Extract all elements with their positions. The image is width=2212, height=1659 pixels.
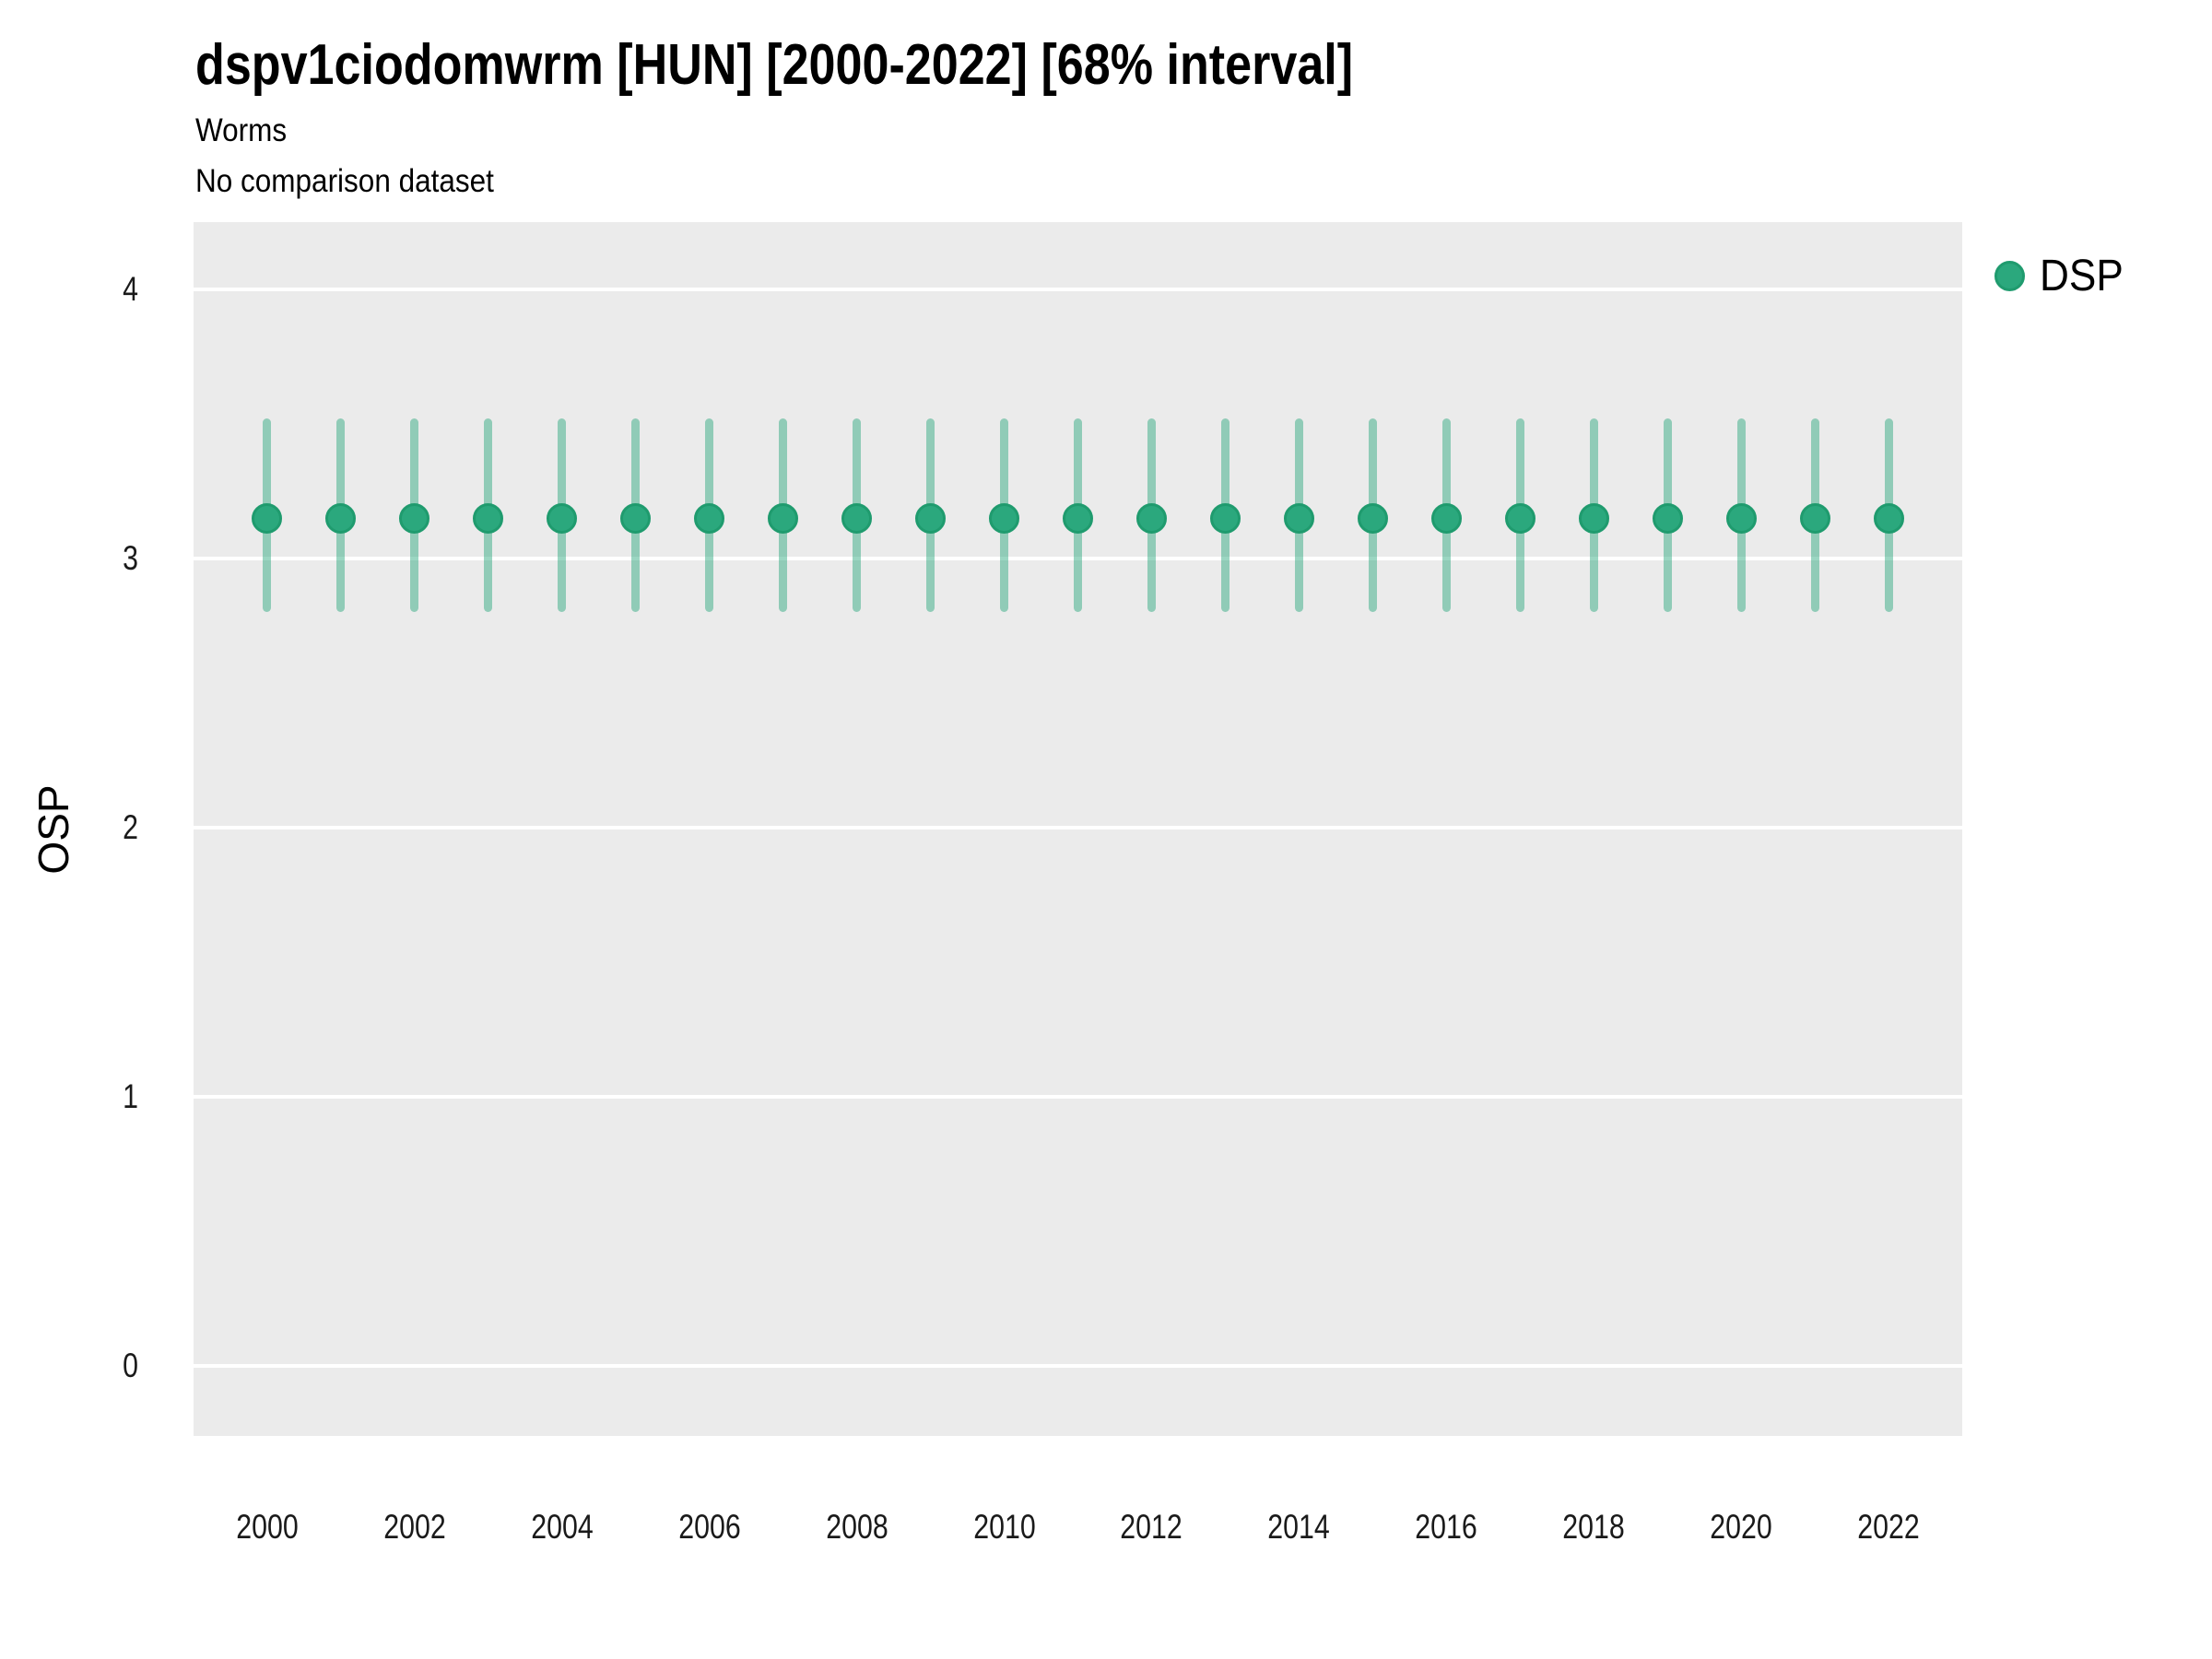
gridline-y-0 <box>194 1364 1962 1369</box>
data-point-2009 <box>915 502 947 534</box>
data-point-2011 <box>1063 502 1093 534</box>
legend-point-icon <box>1994 260 2025 291</box>
legend: DSP <box>1994 252 2131 300</box>
data-point-2019 <box>1652 502 1683 534</box>
data-point-2008 <box>841 502 873 534</box>
x-tick-label-2008: 2008 <box>825 1508 888 1546</box>
gridline-y-3 <box>194 557 1962 561</box>
x-tick-label-2010: 2010 <box>972 1508 1036 1546</box>
data-point-2021 <box>1799 502 1830 534</box>
data-point-2005 <box>620 502 652 534</box>
x-tick-label-2000: 2000 <box>236 1508 299 1546</box>
data-point-2003 <box>473 502 504 534</box>
data-point-2018 <box>1578 502 1609 534</box>
data-point-2015 <box>1357 502 1388 534</box>
data-point-2000 <box>252 502 283 534</box>
data-point-2020 <box>1725 502 1757 534</box>
y-tick-label-3: 3 <box>123 539 138 578</box>
x-tick-label-2020: 2020 <box>1710 1508 1772 1546</box>
data-point-2016 <box>1430 502 1462 534</box>
chart-title: dspv1ciodomwrm [HUN] [2000-2022] [68% in… <box>195 33 1354 97</box>
x-tick-label-2002: 2002 <box>383 1508 446 1546</box>
gridline-y-1 <box>194 1095 1962 1100</box>
y-tick-label-1: 1 <box>123 1077 138 1116</box>
chart-subtitle: Worms <box>195 112 288 148</box>
y-tick-label-4: 4 <box>123 270 138 308</box>
x-tick-label-2004: 2004 <box>531 1508 594 1546</box>
data-point-2001 <box>325 502 357 534</box>
y-tick-label-0: 0 <box>123 1347 138 1385</box>
data-point-2013 <box>1209 502 1241 534</box>
plot-panel <box>194 222 1962 1436</box>
data-point-2017 <box>1504 502 1535 534</box>
data-point-2004 <box>547 502 578 534</box>
x-tick-label-2022: 2022 <box>1857 1508 1920 1546</box>
legend-label: DSP <box>2040 251 2124 300</box>
x-tick-label-2016: 2016 <box>1415 1508 1478 1546</box>
data-point-2014 <box>1283 502 1314 534</box>
x-tick-label-2018: 2018 <box>1562 1508 1625 1546</box>
x-tick-label-2014: 2014 <box>1267 1508 1331 1546</box>
x-tick-label-2006: 2006 <box>677 1508 741 1546</box>
data-point-2002 <box>399 502 430 534</box>
data-point-2007 <box>768 502 799 534</box>
data-point-2010 <box>989 502 1020 534</box>
data-point-2012 <box>1135 502 1167 534</box>
data-point-2006 <box>694 502 725 534</box>
gridline-y-2 <box>194 826 1962 830</box>
x-tick-label-2012: 2012 <box>1120 1508 1183 1546</box>
data-point-2022 <box>1873 502 1904 534</box>
comparison-note: No comparison dataset <box>195 163 494 199</box>
y-tick-label-2: 2 <box>123 808 138 847</box>
gridline-y-4 <box>194 288 1962 291</box>
